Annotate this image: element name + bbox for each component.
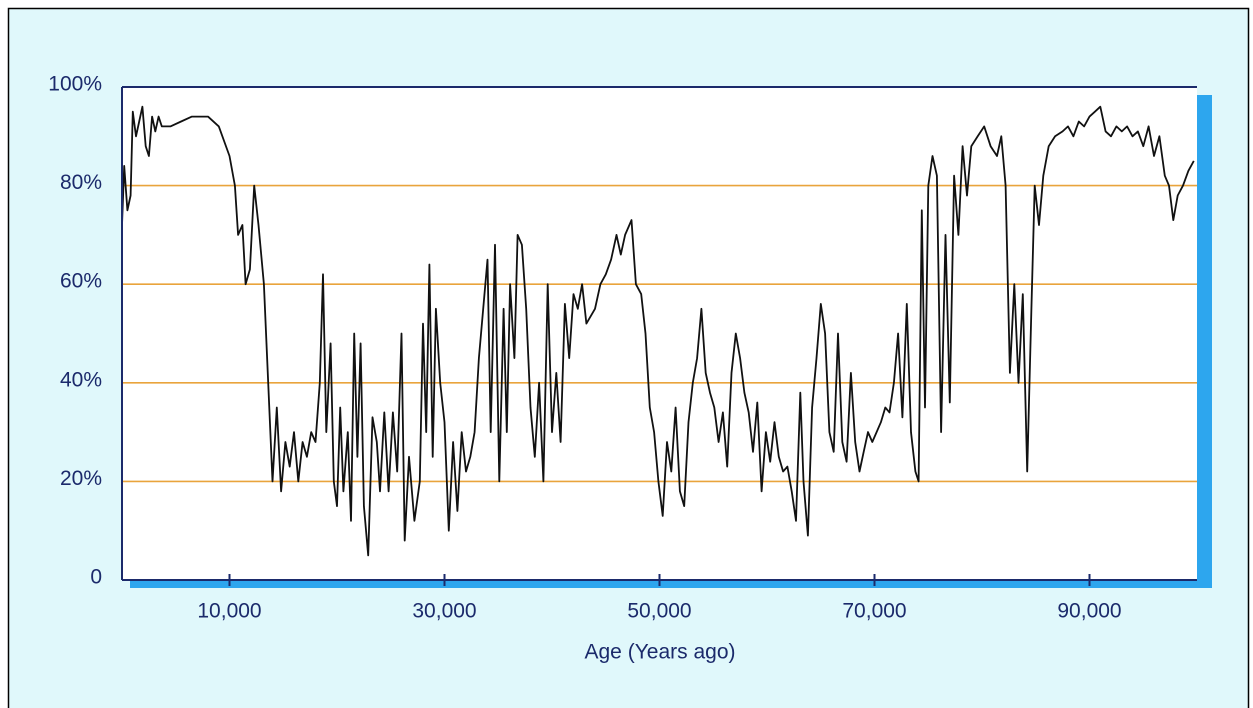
x-axis-label: Age (Years ago) (585, 641, 736, 664)
data-line (121, 105, 1195, 557)
y-tick-label: 40% (60, 368, 102, 391)
x-tick-label: 50,000 (627, 600, 691, 623)
x-tick-label: 30,000 (412, 600, 476, 623)
marks (121, 105, 1195, 557)
y-tick-label: 0 (90, 566, 102, 589)
y-tick-label: 80% (60, 171, 102, 194)
x-tick-label: 10,000 (197, 600, 261, 623)
y-tick-label: 60% (60, 270, 102, 293)
x-tick-label: 90,000 (1057, 600, 1121, 623)
y-tick-label: 20% (60, 467, 102, 490)
y-tick-label: 100% (48, 73, 102, 96)
x-tick-label: 70,000 (842, 600, 906, 623)
plot-area (122, 87, 1197, 580)
